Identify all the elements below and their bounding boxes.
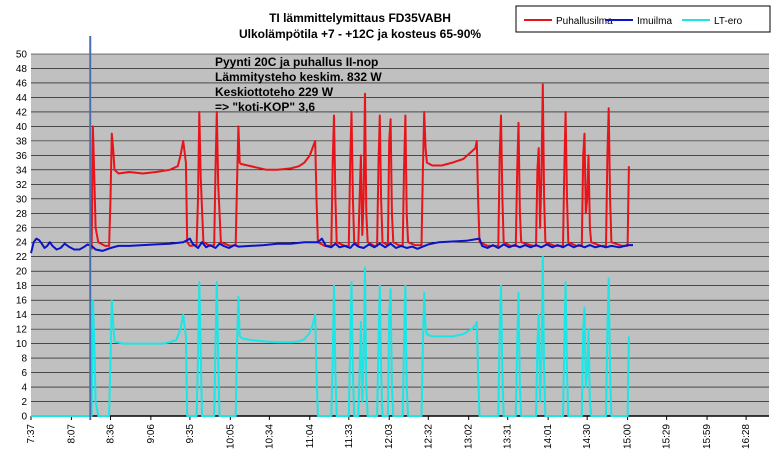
legend-label-lt-ero: LT-ero — [714, 16, 743, 27]
x-axis-ticks: 7:37 8:07 8:36 9:06 9:35 10:05 10:34 11:04 11:33… — [26, 415, 769, 449]
y-tick-label: 28 — [16, 209, 28, 220]
legend: Puhallusilma Imuilma LT-ero — [515, 5, 771, 33]
y-tick-label: 18 — [16, 281, 28, 292]
x-tick-label: 15:00 — [623, 424, 634, 449]
x-tick-label: 12:32 — [423, 424, 434, 449]
y-tick-label: 26 — [16, 223, 28, 234]
x-tick-label: 8:36 — [105, 424, 116, 444]
y-tick-label: 20 — [16, 267, 28, 278]
y-tick-label: 8 — [21, 354, 27, 365]
x-tick-label: 11:33 — [344, 424, 355, 449]
x-tick-label: 13:02 — [464, 424, 475, 449]
series-layer — [30, 83, 633, 417]
y-tick-label: 38 — [16, 136, 28, 147]
series-line-imuilma — [30, 237, 633, 254]
x-tick-label: 12:03 — [384, 424, 395, 449]
x-tick-label: 10:34 — [264, 424, 275, 449]
y-tick-label: 10 — [16, 339, 28, 350]
y-tick-label: 14 — [16, 310, 28, 321]
y-tick-label: 44 — [16, 93, 28, 104]
annotation-line-2: Lämmitysteho keskim. 832 W — [215, 70, 382, 84]
x-tick-label: 9:35 — [185, 424, 196, 444]
y-tick-label: 32 — [16, 180, 28, 191]
series-line-lt-ero — [31, 255, 630, 417]
chart-title-line-1: TI lämmittelymittaus FD35VABH — [269, 11, 451, 25]
y-tick-label: 46 — [16, 78, 28, 89]
y-tick-label: 40 — [16, 122, 28, 133]
y-tick-label: 6 — [21, 368, 27, 379]
y-tick-label: 2 — [21, 397, 27, 408]
y-tick-label: 24 — [16, 238, 28, 249]
y-tick-label: 12 — [16, 325, 28, 336]
y-tick-label: 30 — [16, 194, 28, 205]
x-tick-label: 14:01 — [543, 424, 554, 449]
annotation-line-4: => "koti-KOP" 3,6 — [215, 100, 315, 114]
x-tick-label: 10:05 — [225, 424, 236, 449]
y-axis-ticks: 0246810121416182022242628303234363840424… — [16, 50, 28, 423]
legend-label-puhallusilma: Puhallusilma — [556, 16, 613, 27]
x-tick-label: 15:59 — [702, 424, 713, 449]
y-tick-label: 16 — [16, 296, 28, 307]
y-tick-label: 0 — [21, 412, 27, 423]
x-tick-label: 14:30 — [582, 424, 593, 449]
y-tick-label: 48 — [16, 64, 28, 75]
annotation: Pyynti 20C ja puhallus II-nop Lämmityste… — [215, 55, 382, 114]
annotation-line-1: Pyynti 20C ja puhallus II-nop — [215, 55, 378, 69]
series-line-puhallusilma — [90, 83, 630, 250]
x-tick-label: 7:37 — [26, 424, 37, 444]
x-tick-label: 8:07 — [66, 424, 77, 444]
y-tick-label: 4 — [21, 383, 27, 394]
y-tick-label: 34 — [16, 165, 28, 176]
plot-area — [31, 54, 769, 416]
y-tick-label: 42 — [16, 107, 28, 118]
legend-label-imuilma: Imuilma — [637, 16, 672, 27]
chart-title-line-2: Ulkolämpötila +7 - +12C ja kosteus 65-90… — [239, 27, 481, 41]
annotation-line-3: Keskiottoteho 229 W — [215, 85, 334, 99]
y-tick-label: 36 — [16, 151, 28, 162]
x-tick-label: 15:29 — [662, 424, 673, 449]
x-tick-label: 9:06 — [146, 424, 157, 444]
x-tick-label: 16:28 — [741, 424, 752, 449]
x-tick-label: 11:04 — [305, 424, 316, 449]
legend-box — [515, 5, 771, 33]
x-tick-label: 13:31 — [503, 424, 514, 449]
y-tick-label: 50 — [16, 50, 28, 61]
y-tick-label: 22 — [16, 252, 28, 263]
